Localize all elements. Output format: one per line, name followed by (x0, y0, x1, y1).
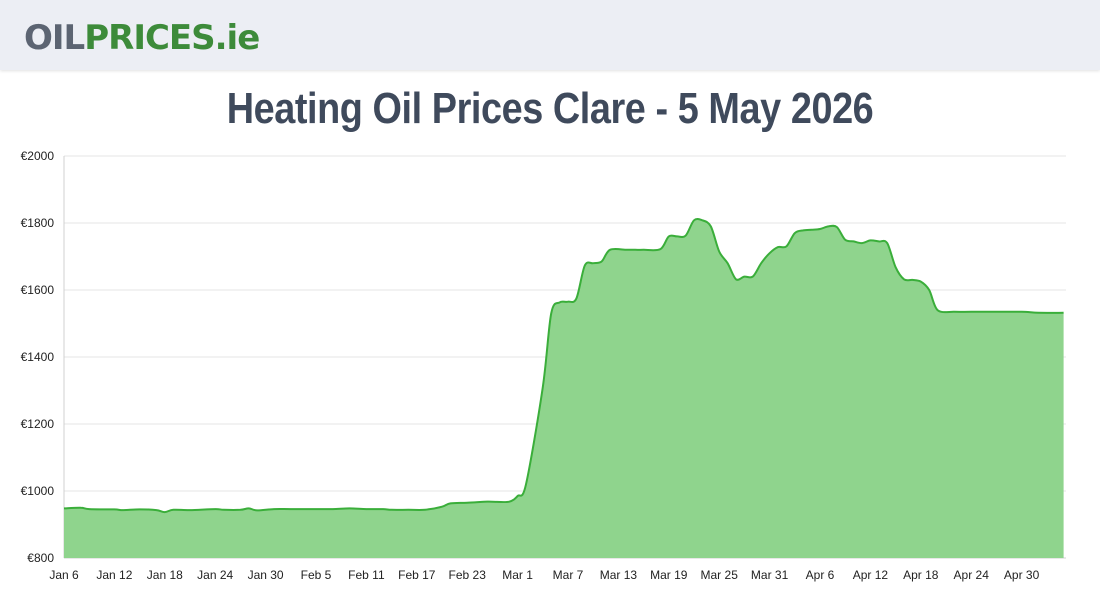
chart-series (63, 218, 1064, 558)
x-tick-label: Apr 30 (1004, 568, 1040, 582)
y-tick-label: €1600 (21, 283, 55, 297)
y-tick-label: €800 (27, 551, 54, 565)
x-tick-label: Mar 1 (502, 568, 533, 582)
x-tick-label: Mar 7 (553, 568, 584, 582)
series-line (63, 218, 1064, 514)
y-tick-label: €1400 (21, 350, 55, 364)
y-axis: €800 €1000 €1200 €1400 €1600 €1800 €2000 (21, 149, 55, 565)
y-tick-label: €1200 (21, 417, 55, 431)
x-tick-label: Feb 23 (449, 568, 487, 582)
y-tick-label: €1800 (21, 216, 55, 230)
x-tick-label: Jan 6 (49, 568, 79, 582)
x-tick-label: Mar 13 (600, 568, 638, 582)
logo-text-ie: .ie (214, 18, 261, 58)
x-tick-label: Mar 31 (751, 568, 789, 582)
x-tick-label: Feb 17 (398, 568, 436, 582)
x-tick-label: Apr 24 (954, 568, 990, 582)
x-tick-label: Jan 24 (197, 568, 233, 582)
site-logo[interactable]: OILPRICES.ie (24, 14, 261, 62)
x-tick-label: Jan 18 (147, 568, 183, 582)
x-tick-label: Apr 6 (806, 568, 835, 582)
x-tick-label: Jan 12 (96, 568, 132, 582)
x-tick-label: Jan 30 (248, 568, 284, 582)
x-tick-label: Mar 25 (701, 568, 739, 582)
site-header: OILPRICES.ie (0, 0, 1100, 70)
x-axis: Jan 6 Jan 12 Jan 18 Jan 24 Jan 30 Feb 5 Feb 11… (49, 568, 1039, 582)
x-tick-label: Apr 12 (853, 568, 889, 582)
series-area (64, 219, 1064, 558)
y-tick-label: €1000 (21, 484, 55, 498)
logo-text-prices: PRICES (84, 18, 215, 58)
x-tick-label: Apr 18 (903, 568, 939, 582)
logo-text-oil: OIL (24, 18, 85, 58)
x-tick-label: Mar 19 (650, 568, 688, 582)
y-tick-label: €2000 (21, 149, 55, 163)
page-title: Heating Oil Prices Clare - 5 May 2026 (226, 84, 874, 133)
x-tick-label: Feb 11 (348, 568, 385, 582)
x-tick-label: Feb 5 (301, 568, 332, 582)
